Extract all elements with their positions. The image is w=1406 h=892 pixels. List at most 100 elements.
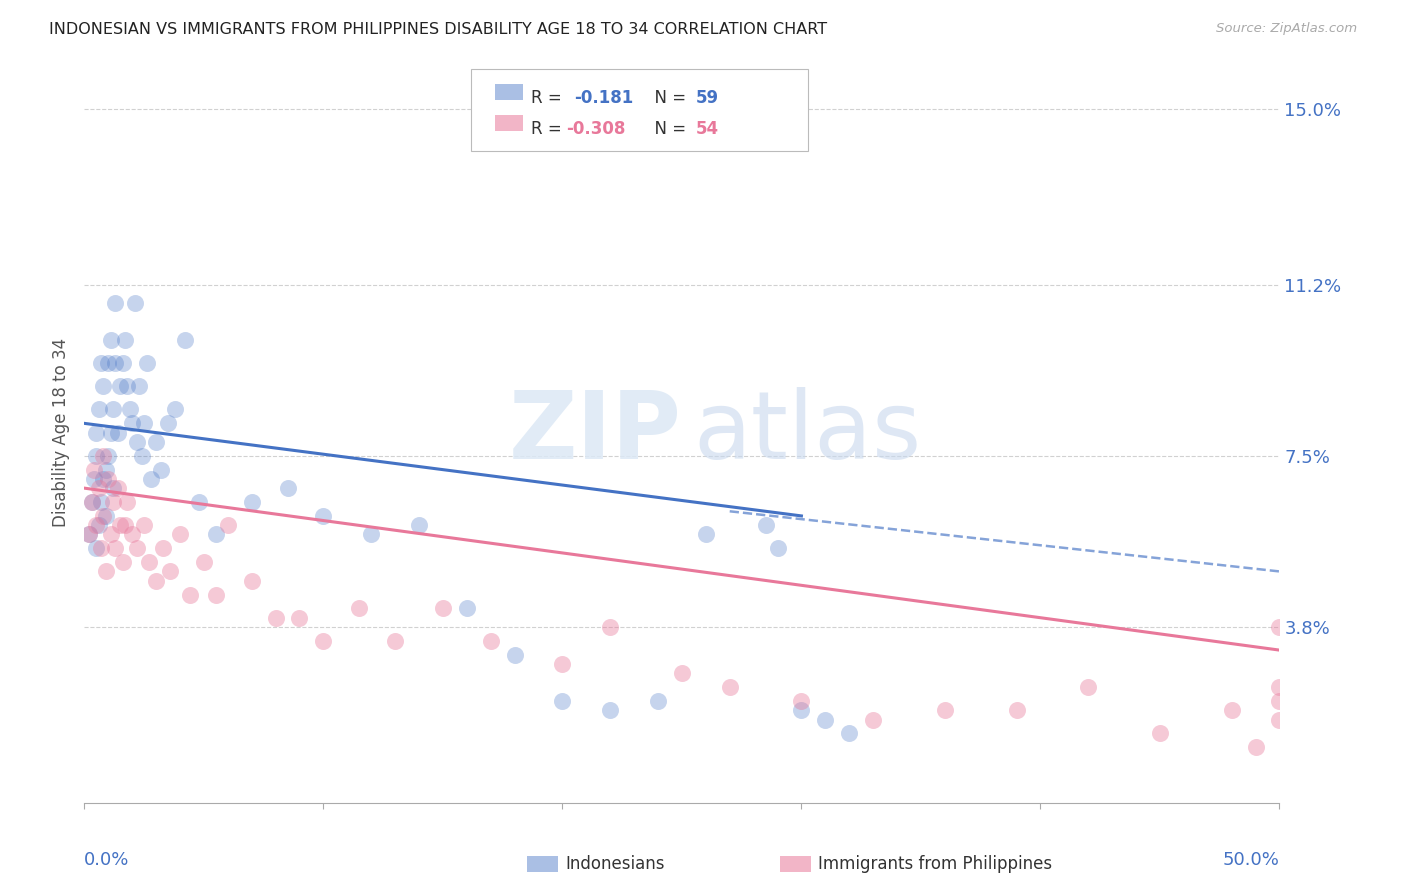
- Point: [94, 508, 117, 523]
- Point: [97, 472, 120, 486]
- Point: [934, 703, 956, 717]
- Point: [87, 402, 110, 417]
- Point: [104, 356, 127, 370]
- Point: [551, 657, 574, 671]
- Point: [125, 541, 148, 556]
- Point: [97, 449, 120, 463]
- Text: N =: N =: [644, 89, 692, 107]
- Point: [110, 379, 132, 393]
- Point: [173, 333, 195, 347]
- Point: [790, 703, 813, 717]
- Point: [77, 527, 100, 541]
- Point: [107, 481, 129, 495]
- Point: [114, 333, 136, 347]
- Point: [599, 703, 621, 717]
- Point: [240, 495, 263, 509]
- Point: [1005, 703, 1028, 717]
- Point: [1244, 740, 1267, 755]
- Point: [83, 462, 105, 476]
- Text: -0.181: -0.181: [574, 89, 633, 107]
- Point: [90, 541, 112, 556]
- Point: [131, 449, 153, 463]
- Text: R =: R =: [531, 89, 572, 107]
- Text: Indonesians: Indonesians: [565, 855, 665, 873]
- Point: [93, 508, 115, 523]
- Point: [93, 472, 115, 486]
- Point: [217, 518, 239, 533]
- Point: [159, 565, 181, 579]
- Point: [145, 434, 167, 449]
- Text: R =: R =: [531, 120, 568, 138]
- Point: [145, 574, 167, 588]
- Text: -0.308: -0.308: [567, 120, 626, 138]
- Point: [132, 518, 156, 533]
- Point: [80, 495, 103, 509]
- Point: [107, 425, 129, 440]
- Text: Source: ZipAtlas.com: Source: ZipAtlas.com: [1216, 22, 1357, 36]
- Point: [114, 518, 136, 533]
- Text: atlas: atlas: [695, 386, 922, 479]
- Point: [124, 296, 146, 310]
- Point: [193, 555, 215, 569]
- Point: [86, 449, 108, 463]
- Point: [456, 601, 478, 615]
- Point: [312, 508, 335, 523]
- Point: [503, 648, 526, 662]
- Point: [80, 495, 103, 509]
- Point: [1268, 680, 1291, 694]
- Point: [157, 417, 180, 431]
- Point: [179, 588, 201, 602]
- Point: [264, 610, 287, 624]
- Point: [117, 379, 139, 393]
- Point: [90, 356, 112, 370]
- Point: [87, 518, 110, 533]
- Point: [862, 713, 884, 727]
- Text: 50.0%: 50.0%: [1223, 851, 1279, 869]
- Point: [755, 518, 778, 533]
- Point: [100, 425, 122, 440]
- Point: [188, 495, 211, 509]
- Point: [135, 356, 157, 370]
- Point: [101, 402, 124, 417]
- Point: [718, 680, 741, 694]
- Point: [479, 633, 502, 648]
- Text: INDONESIAN VS IMMIGRANTS FROM PHILIPPINES DISABILITY AGE 18 TO 34 CORRELATION CH: INDONESIAN VS IMMIGRANTS FROM PHILIPPINE…: [49, 22, 827, 37]
- Point: [165, 402, 187, 417]
- Text: 54: 54: [696, 120, 718, 138]
- Point: [97, 356, 120, 370]
- Point: [1077, 680, 1099, 694]
- Point: [312, 633, 335, 648]
- Point: [94, 462, 117, 476]
- Point: [77, 527, 100, 541]
- Text: 0.0%: 0.0%: [84, 851, 129, 869]
- Point: [117, 495, 139, 509]
- Text: Immigrants from Philippines: Immigrants from Philippines: [818, 855, 1053, 873]
- Point: [93, 379, 115, 393]
- Point: [814, 713, 837, 727]
- Point: [93, 449, 115, 463]
- Point: [86, 425, 108, 440]
- Point: [149, 462, 172, 476]
- Point: [104, 296, 127, 310]
- Point: [838, 726, 860, 740]
- Point: [83, 472, 105, 486]
- Point: [1220, 703, 1243, 717]
- Point: [94, 565, 117, 579]
- Point: [205, 588, 228, 602]
- Point: [1268, 713, 1291, 727]
- Point: [86, 518, 108, 533]
- Point: [100, 527, 122, 541]
- Point: [695, 527, 717, 541]
- Point: [111, 356, 134, 370]
- Point: [671, 666, 693, 681]
- Point: [86, 541, 108, 556]
- Point: [125, 434, 148, 449]
- Point: [121, 527, 143, 541]
- Point: [432, 601, 454, 615]
- Point: [349, 601, 371, 615]
- Point: [1268, 694, 1291, 708]
- Text: N =: N =: [644, 120, 692, 138]
- Point: [551, 694, 574, 708]
- Text: 59: 59: [696, 89, 718, 107]
- Point: [121, 417, 143, 431]
